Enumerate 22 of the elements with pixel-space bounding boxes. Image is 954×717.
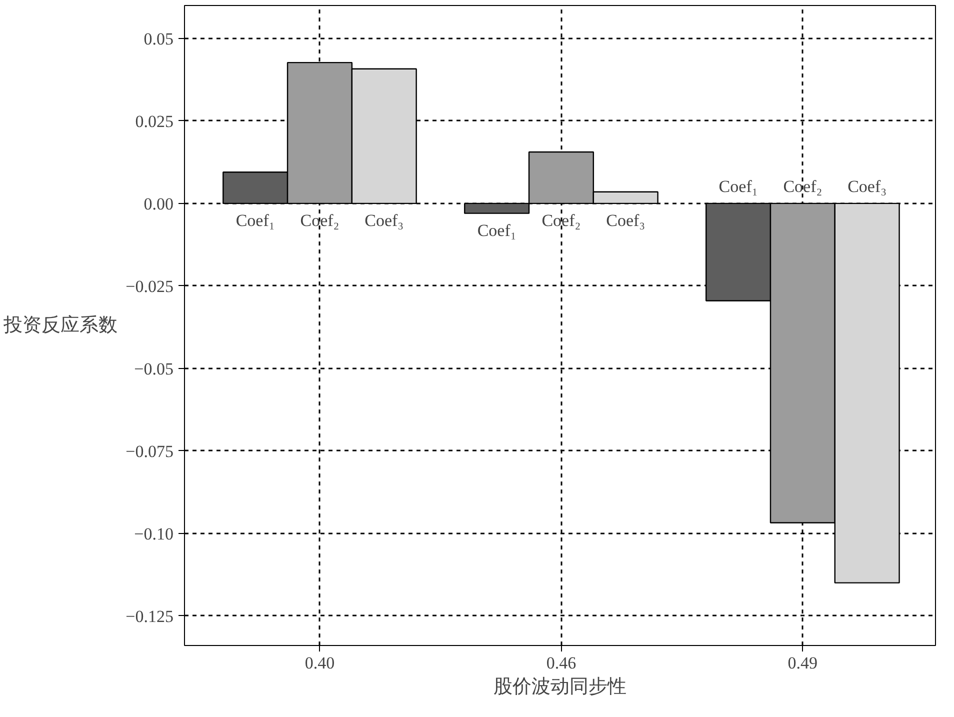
y-tick-label: −0.075 <box>126 442 174 461</box>
text: Coef₃ <box>606 211 646 230</box>
x-axis-title: 股价波动同步性 <box>494 676 626 698</box>
y-tick-label: −0.125 <box>126 606 174 626</box>
y-tick-label: 0.025 <box>135 112 174 131</box>
y-tick-label: 0.00 <box>144 194 174 214</box>
series-label: Coef₃ <box>364 211 404 230</box>
x-tick-label: 0.40 <box>304 654 335 672</box>
y-tick-label: −0.025 <box>126 276 174 296</box>
series-label: Coef₂ <box>300 211 340 230</box>
y-tick-label: −0.05 <box>134 359 174 378</box>
y-axis-title: 投资反应系数 <box>2 314 118 336</box>
series-label: Coef₁ <box>477 221 516 240</box>
x-tick-label: 0.46 <box>546 654 576 672</box>
text: Coef₁ <box>718 176 758 196</box>
text: Coef₃ <box>848 176 887 196</box>
text: Coef₂ <box>783 176 822 196</box>
text: Coef₁ <box>236 211 275 230</box>
y-tick-label: −0.10 <box>134 524 174 544</box>
x-tick-label: 0.49 <box>788 654 818 672</box>
y-tick-label: 0.05 <box>144 29 174 48</box>
text: Coef₂ <box>542 211 581 230</box>
